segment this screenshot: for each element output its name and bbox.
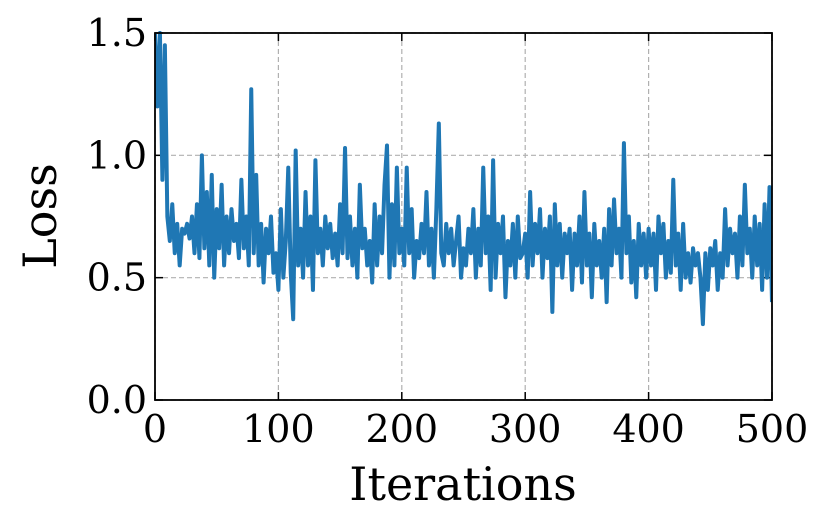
x-axis-label: Iterations [349, 457, 576, 511]
y-axis-label: Loss [13, 163, 67, 268]
y-tick-label: 1.5 [87, 11, 147, 55]
loss-line [155, 31, 772, 327]
x-tick-label: 100 [242, 407, 315, 451]
y-tick-label: 0.0 [87, 378, 147, 422]
y-tick-label: 1.0 [87, 133, 147, 177]
x-tick-label: 300 [489, 407, 562, 451]
x-tick-label: 0 [143, 407, 167, 451]
x-tick-label: 500 [736, 407, 809, 451]
x-tick-label: 200 [366, 407, 439, 451]
x-tick-label: 400 [612, 407, 685, 451]
y-tick-label: 0.5 [87, 256, 147, 300]
plot-frame [154, 32, 773, 401]
